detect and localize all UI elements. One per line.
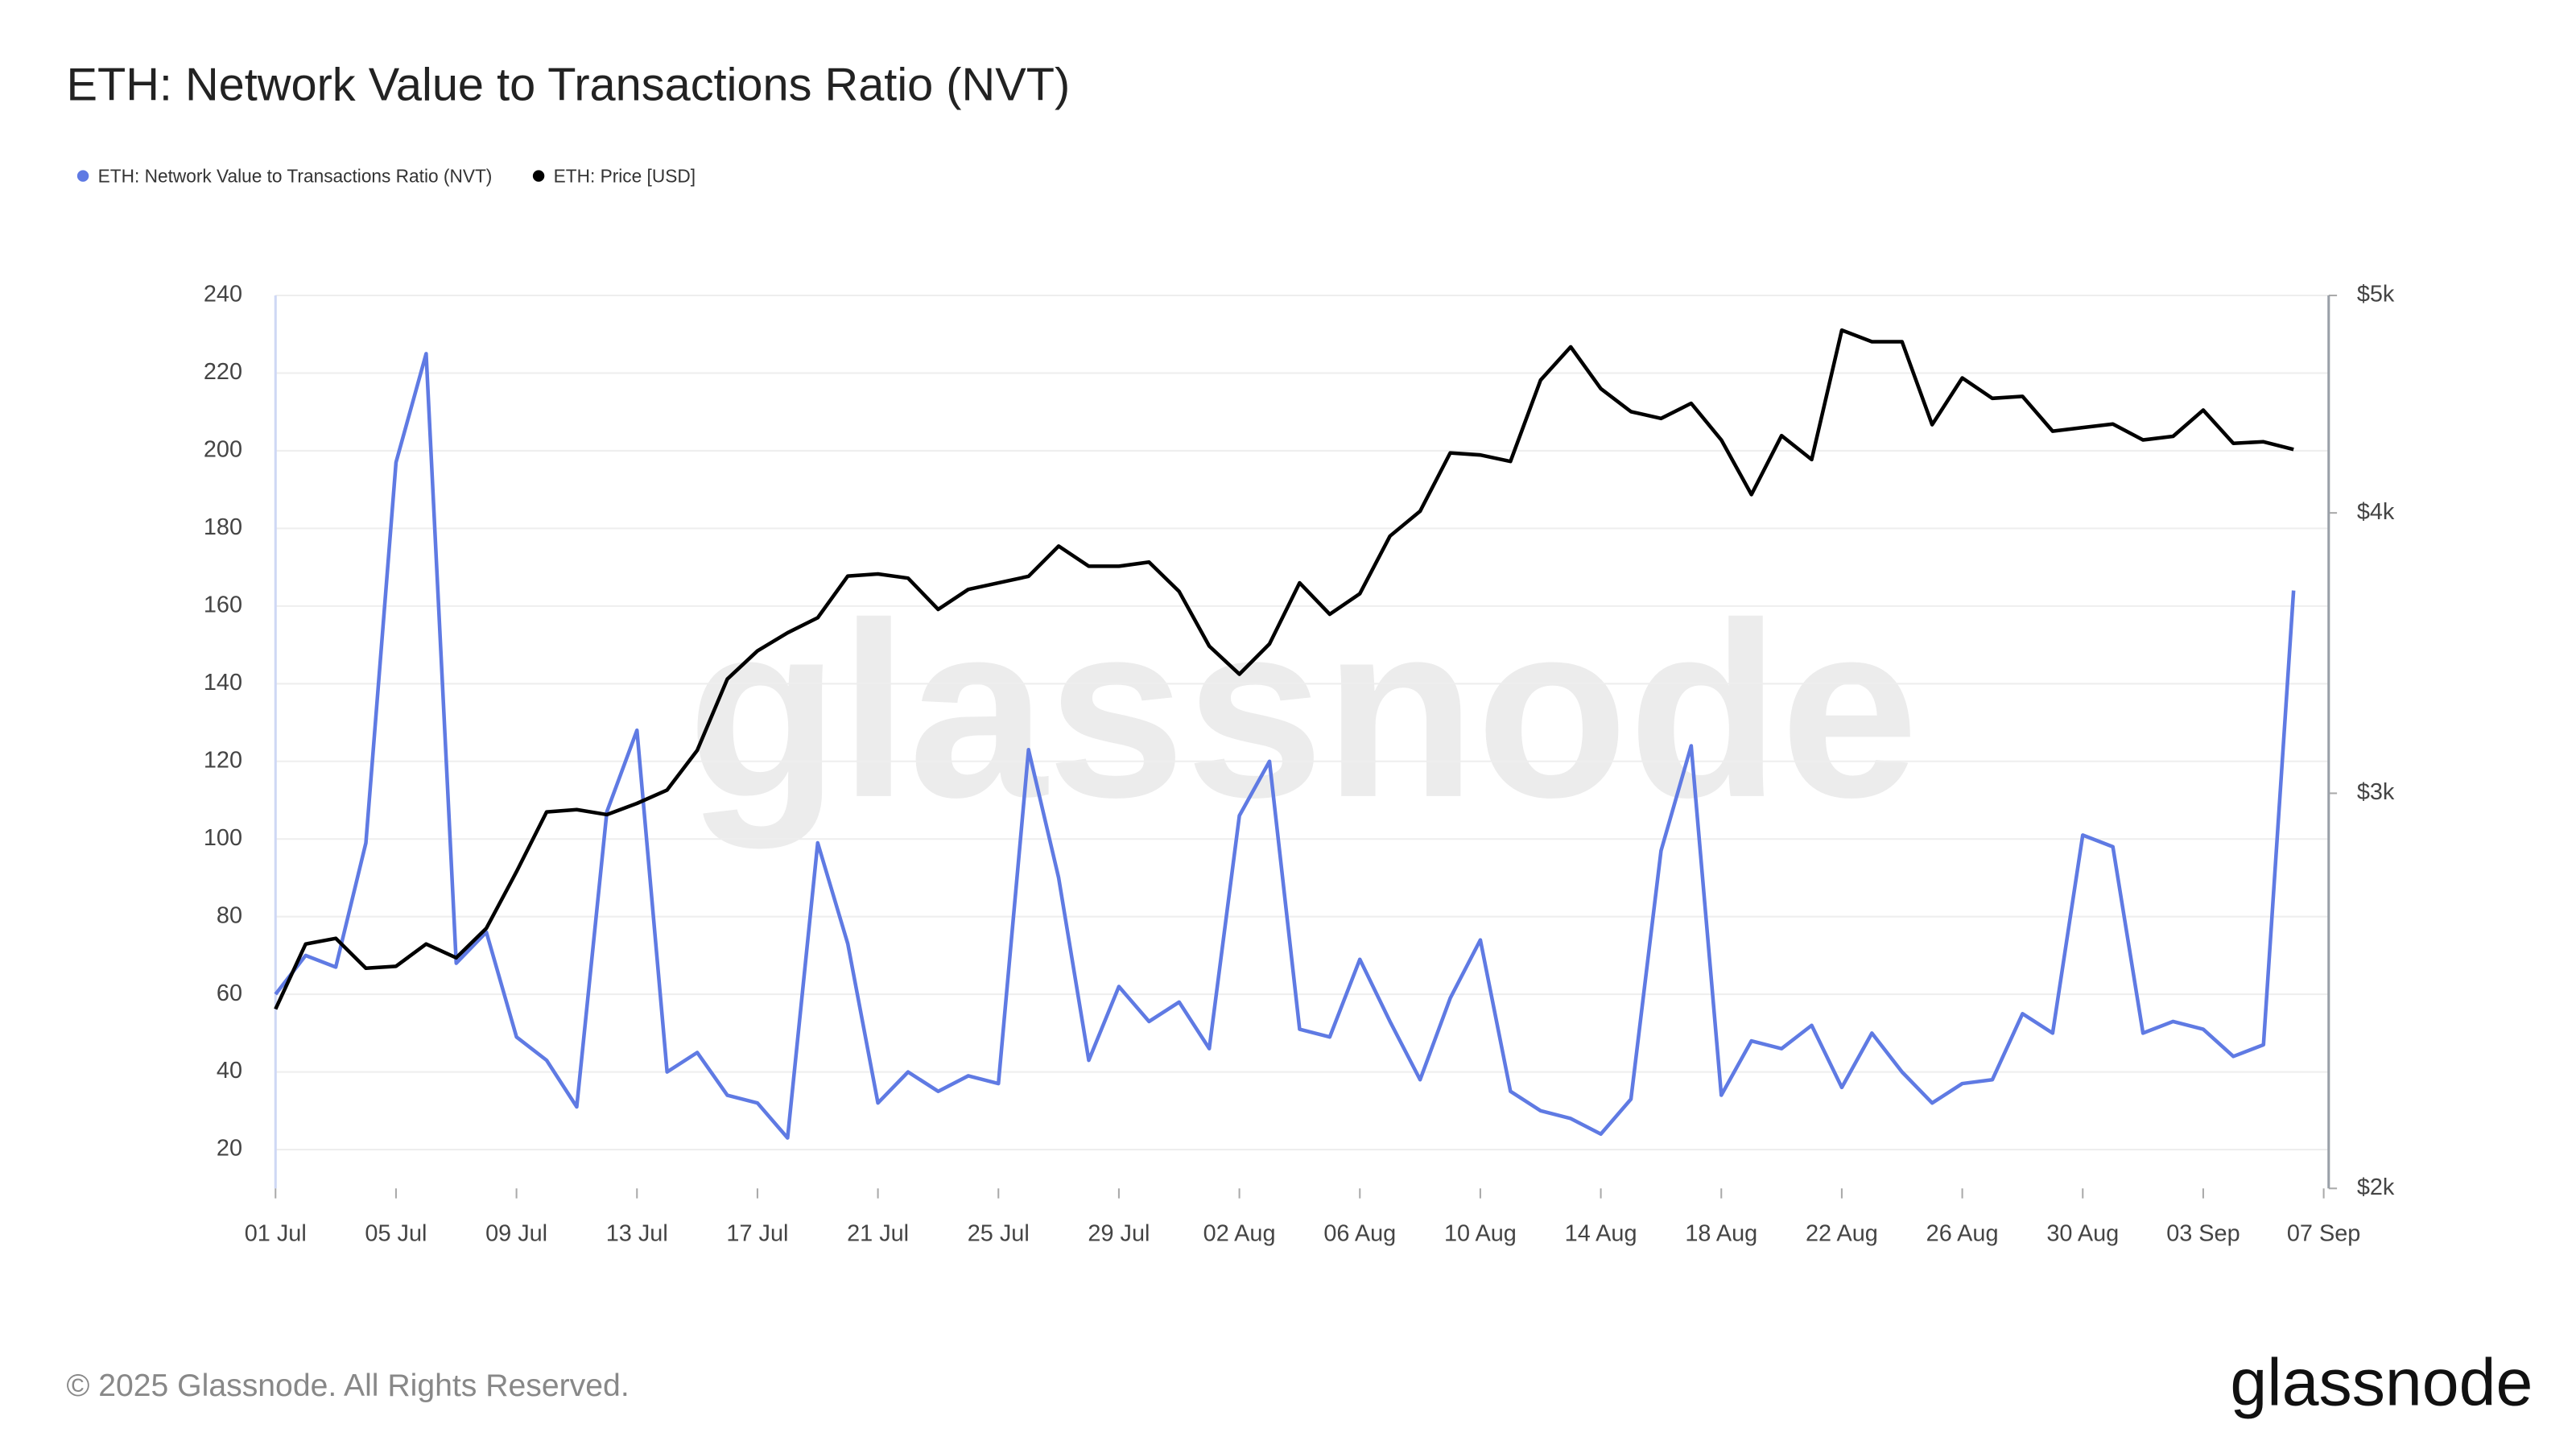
x-tick-label: 01 Jul — [245, 1221, 307, 1247]
x-tick-label: 02 Aug — [1203, 1221, 1276, 1247]
x-tick-label: 30 Aug — [2046, 1221, 2119, 1247]
x-tick-label: 29 Jul — [1088, 1221, 1150, 1247]
x-tick-label: 21 Jul — [847, 1221, 909, 1247]
y-tick-label: 220 — [204, 359, 242, 385]
legend-label: ETH: Price [USD] — [554, 166, 696, 187]
x-tick-label: 03 Sep — [2166, 1221, 2240, 1247]
y-tick-label: 200 — [204, 437, 242, 463]
x-tick-label: 13 Jul — [606, 1221, 668, 1247]
x-tick-label: 26 Aug — [1926, 1221, 1999, 1247]
legend-marker — [532, 170, 545, 182]
x-tick-label: 06 Aug — [1323, 1221, 1396, 1247]
series-line — [274, 328, 2294, 1010]
y-tick-label: 80 — [217, 902, 242, 928]
legend-marker — [76, 170, 89, 182]
chart-title: ETH: Network Value to Transactions Ratio… — [66, 60, 1070, 111]
x-tick-label: 22 Aug — [1806, 1221, 1878, 1247]
x-tick-label: 25 Jul — [968, 1221, 1030, 1247]
x-tick-label: 17 Jul — [726, 1221, 788, 1247]
x-tick-label: 09 Jul — [485, 1221, 547, 1247]
y2-tick-label: $5k — [2357, 282, 2395, 308]
legend-label: ETH: Network Value to Transactions Ratio… — [98, 166, 493, 187]
y-tick-label: 240 — [204, 282, 242, 308]
x-tick-label: 14 Aug — [1565, 1221, 1637, 1247]
copyright: © 2025 Glassnode. All Rights Reserved. — [66, 1368, 629, 1403]
x-tick-label: 18 Aug — [1685, 1221, 1757, 1247]
x-tick-label: 10 Aug — [1444, 1221, 1517, 1247]
logo: glassnode — [2230, 1345, 2533, 1419]
y2-tick-label: $2k — [2357, 1174, 2395, 1200]
series-line — [274, 352, 2296, 1140]
y-tick-label: 180 — [204, 514, 242, 540]
y-tick-label: 120 — [204, 747, 242, 773]
x-tick-label: 05 Jul — [365, 1221, 427, 1247]
y-tick-label: 20 — [217, 1136, 242, 1162]
y-tick-label: 160 — [204, 592, 242, 617]
y-tick-label: 100 — [204, 825, 242, 851]
y2-tick-label: $4k — [2357, 499, 2395, 525]
y2-tick-label: $3k — [2357, 779, 2395, 805]
y-tick-label: 40 — [217, 1058, 242, 1084]
y-tick-label: 60 — [217, 980, 242, 1006]
y-tick-label: 140 — [204, 670, 242, 696]
x-tick-label: 07 Sep — [2287, 1221, 2360, 1247]
watermark: glassnode — [687, 571, 1919, 851]
